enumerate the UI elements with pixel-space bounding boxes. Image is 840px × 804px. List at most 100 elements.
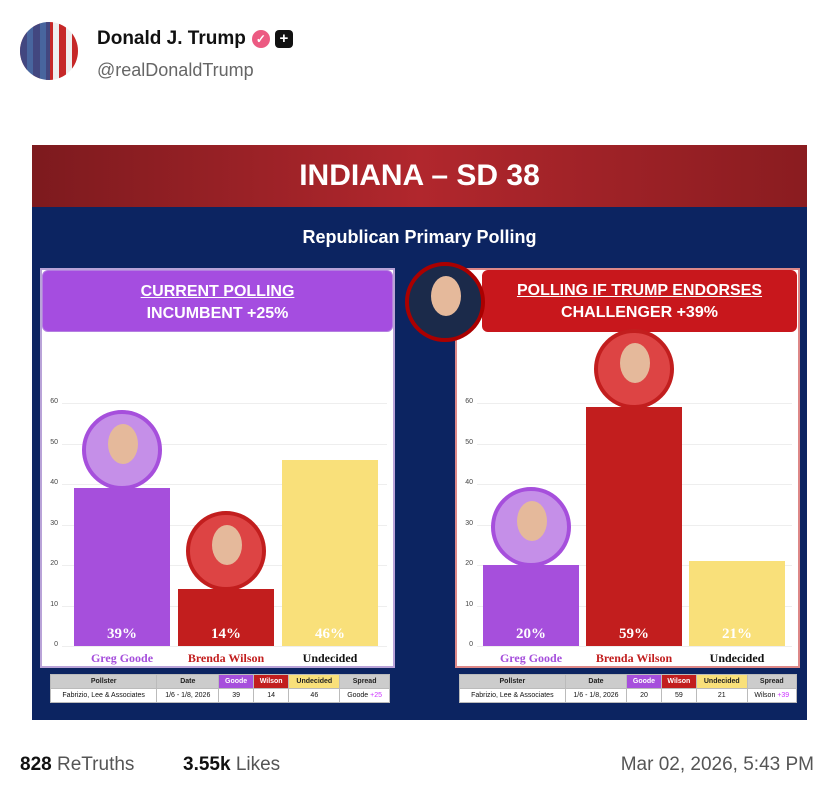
column-header: Goode [626, 674, 662, 689]
table-row: Fabrizio, Lee & Associates 1/6 - 1/8, 202… [459, 688, 798, 703]
y-tick-label: 40 [465, 479, 473, 486]
category-label: Undecided [302, 651, 358, 665]
gridline [477, 646, 792, 647]
poster-subtitle: Republican Primary Polling [302, 227, 537, 247]
current-polling-panel: CURRENT POLLING INCUMBENT +25% 0 10 20 30 40 5… [40, 268, 395, 703]
gridline [62, 403, 387, 404]
likes-label: Likes [235, 754, 281, 775]
y-tick-label: 50 [50, 438, 58, 446]
endorse-polling-panel: POLLING IF TRUMP ENDORSES CHALLENGER +39%… [405, 262, 800, 703]
y-tick-label: 10 [465, 600, 473, 608]
avatar[interactable] [20, 22, 78, 80]
table-cell: 1/6 - 1/8, 2026 [156, 688, 220, 703]
column-header: Spread [746, 674, 798, 689]
candidate-photo [491, 487, 571, 567]
category-label: Brenda Wilson [595, 651, 673, 665]
category-label: Brenda Wilson [187, 651, 265, 665]
column-header: Wilson [252, 674, 290, 689]
column-header: Pollster [49, 674, 158, 689]
spread-value: +39 [777, 692, 790, 699]
spread-name: Wilson [754, 692, 776, 699]
poll-table: Pollster Date Goode Wilson Undecided Spread Fa… [49, 674, 390, 703]
y-tick-label: 60 [465, 398, 473, 405]
gridline [62, 443, 387, 445]
column-header: Date [564, 674, 628, 689]
column-header: Date [156, 674, 220, 689]
candidate-photo [186, 511, 266, 592]
poster-title: INDIANA – SD 38 [32, 145, 807, 207]
spread-cell: Wilson +39 [746, 688, 798, 703]
y-tick-label: 20 [465, 560, 473, 567]
y-tick-label: 10 [50, 600, 58, 608]
data-label: 46% [315, 626, 345, 642]
data-label: 59% [619, 626, 649, 642]
category-label: Undecided [709, 651, 765, 665]
data-label: 39% [107, 626, 137, 642]
post-timestamp[interactable]: Mar 02, 2026, 5:43 PM [620, 754, 814, 775]
table-cell: Fabrizio, Lee & Associates [49, 688, 158, 703]
trump-photo [405, 262, 485, 342]
gridline [62, 484, 387, 485]
bar-greg-goode [74, 488, 170, 646]
gridline [62, 646, 387, 647]
y-tick-label: 0 [469, 641, 473, 648]
post-image[interactable]: INDIANA – SD 38 Republican Primary Polli… [32, 145, 807, 720]
candidate-photo [594, 329, 674, 410]
table-cell: 20 [626, 688, 662, 703]
retruths-count[interactable]: 828 ReTruths [20, 754, 134, 776]
table-cell: 21 [696, 688, 748, 703]
header-line2: INCUMBENT +25% [146, 305, 289, 322]
y-tick-label: 30 [465, 519, 473, 527]
category-label: Greg Goode [90, 651, 154, 665]
author-name[interactable]: Donald J. Trump ✓ + [97, 28, 293, 50]
data-label: 14% [211, 626, 241, 642]
table-cell: Fabrizio, Lee & Associates [459, 688, 566, 703]
retruths-number: 828 [20, 754, 52, 775]
candidate-photo [82, 410, 162, 491]
header-line2: CHALLENGER +39% [561, 304, 718, 321]
likes-count[interactable]: 3.55k Likes [183, 754, 280, 776]
header-line1: CURRENT POLLING [140, 283, 295, 300]
column-header: Goode [218, 674, 254, 689]
author-handle[interactable]: @realDonaldTrump [97, 60, 254, 80]
y-tick-label: 40 [50, 479, 58, 486]
current-polling-header: CURRENT POLLING INCUMBENT +25% [42, 270, 393, 332]
spread-value: +25 [370, 692, 383, 699]
spread-name: Goode [347, 692, 369, 699]
bar-undecided [689, 560, 785, 646]
spread-cell: Goode +25 [339, 688, 390, 703]
verified-icon: ✓ [251, 29, 270, 48]
column-header: Spread [339, 674, 390, 689]
header-line1: POLLING IF TRUMP ENDORSES [516, 282, 763, 299]
data-label: 21% [722, 626, 752, 642]
column-header: Wilson [660, 674, 698, 689]
bar-greg-goode [483, 565, 579, 646]
bar-brenda-wilson [586, 407, 682, 646]
author-name-text: Donald J. Trump [97, 28, 246, 49]
table-cell: 46 [288, 688, 341, 703]
column-header: Pollster [459, 674, 566, 689]
y-tick-label: 20 [50, 560, 58, 567]
table-cell: 14 [252, 688, 290, 703]
bar-brenda-wilson [178, 589, 274, 646]
y-tick-label: 0 [54, 641, 58, 648]
poll-table: Pollster Date Goode Wilson Undecided Spread Fa… [459, 674, 798, 703]
y-tick-label: 50 [465, 438, 473, 446]
table-cell: 59 [660, 688, 698, 703]
y-tick-label: 30 [50, 519, 58, 527]
table-header: Pollster Date Goode Wilson Undecided Spread [49, 674, 390, 689]
column-header: Undecided [696, 674, 748, 689]
table-cell: 39 [218, 688, 254, 703]
plus-badge-icon: + [274, 29, 293, 48]
endorse-polling-header: POLLING IF TRUMP ENDORSES CHALLENGER +39% [482, 270, 797, 332]
table-row: Fabrizio, Lee & Associates 1/6 - 1/8, 202… [49, 688, 390, 703]
likes-number: 3.55k [183, 754, 231, 775]
category-label: Greg Goode [499, 651, 563, 665]
data-label: 20% [516, 626, 546, 642]
table-cell: 1/6 - 1/8, 2026 [564, 688, 628, 703]
y-tick-label: 60 [50, 398, 58, 405]
bar-undecided [282, 459, 378, 646]
retruths-label: ReTruths [56, 754, 135, 775]
table-header: Pollster Date Goode Wilson Undecided Spread [459, 674, 798, 689]
column-header: Undecided [288, 674, 341, 689]
